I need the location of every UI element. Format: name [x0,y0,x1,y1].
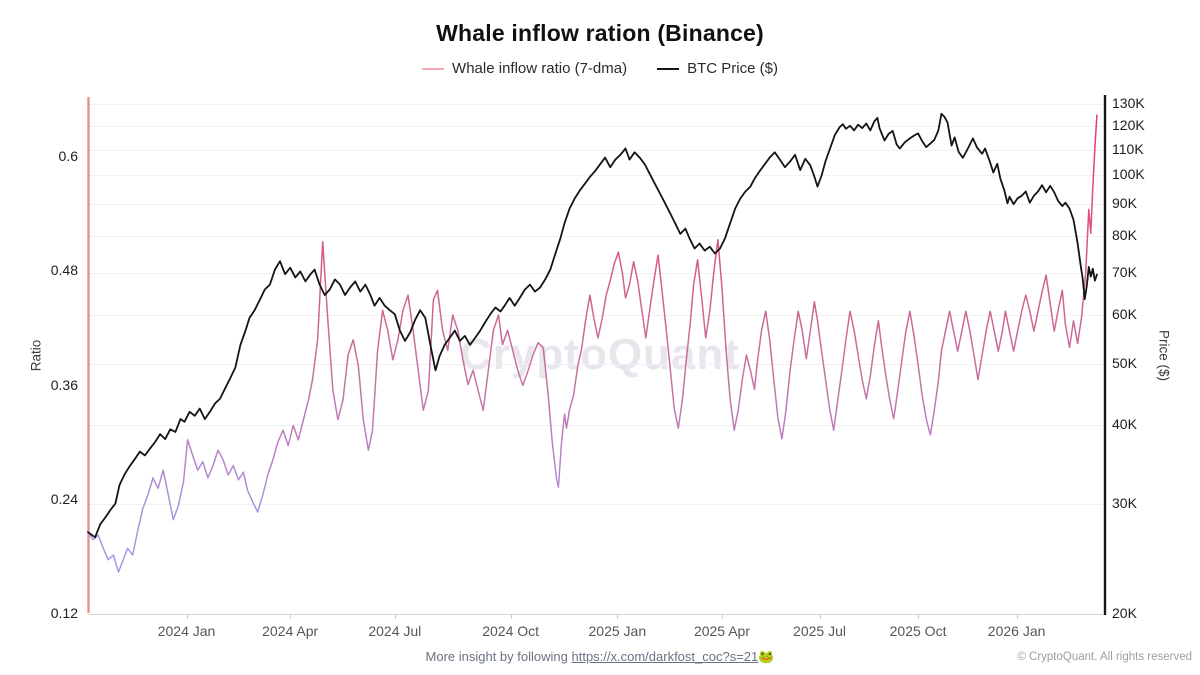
y-left-tick-label: 0.12 [50,605,78,621]
legend-item-ratio: Whale inflow ratio (7-dma) [422,60,627,77]
footer: More insight by following https://x.com/… [0,649,1200,665]
legend: Whale inflow ratio (7-dma) BTC Price ($) [0,60,1200,77]
page-title: Whale inflow ration (Binance) [436,20,764,46]
legend-label-btc: BTC Price ($) [687,60,778,77]
x-tick-label: 2024 Apr [262,623,319,639]
y-left-tick-label: 0.6 [58,148,78,164]
y-right-tick-label: 20K [1112,605,1137,621]
y-right-tick-label: 30K [1112,494,1137,511]
y-right-tick-label: 120K [1112,116,1145,133]
footer-text: More insight by following [425,649,572,664]
y-right-tick-label: 40K [1112,416,1137,433]
x-tick-label: 2024 Jan [157,623,216,639]
y-right-tick-label: 50K [1112,355,1137,372]
x-tick-label: 2025 Oct [889,623,947,639]
btc-line-swatch-icon [657,67,680,70]
x-tick-label: 2026 Jan [987,623,1046,639]
y-right-tick-label: 80K [1112,227,1137,244]
y-right-tick-label: 60K [1112,305,1137,322]
x-tick-label: 2024 Jul [368,623,422,639]
x-tick-label: 2025 Jul [793,623,846,639]
legend-item-btc: BTC Price ($) [657,60,778,77]
ratio-line-swatch-icon [422,67,445,70]
y-left-tick-label: 0.36 [50,376,78,393]
legend-label-ratio: Whale inflow ratio (7-dma) [452,60,628,77]
y-right-tick-label: 90K [1112,195,1137,212]
x-tick-label: 2025 Apr [693,623,750,639]
x-tick-label: 2024 Oct [482,623,540,639]
y-right-tick-label: 70K [1112,263,1137,280]
y-right-tick-label: 100K [1112,166,1145,183]
cryptoquant-watermark: CryptoQuant [460,330,740,379]
copyright-notice: © CryptoQuant. All rights reserved [1017,651,1192,663]
frog-emoji-icon: 🐸 [758,649,775,664]
y-left-tick-label: 0.48 [50,262,78,279]
footer-link[interactable]: https://x.com/darkfost_coc?s=21 [571,649,759,664]
y-left-tick-label: 0.24 [50,490,78,507]
y-right-tick-label: 130K [1112,95,1145,111]
x-tick-label: 2025 Jan [588,623,647,639]
y-axis-right-title: Price ($) [1156,329,1172,381]
y-axis-left-title: Ratio [28,339,44,372]
y-right-tick-label: 110K [1112,140,1144,157]
